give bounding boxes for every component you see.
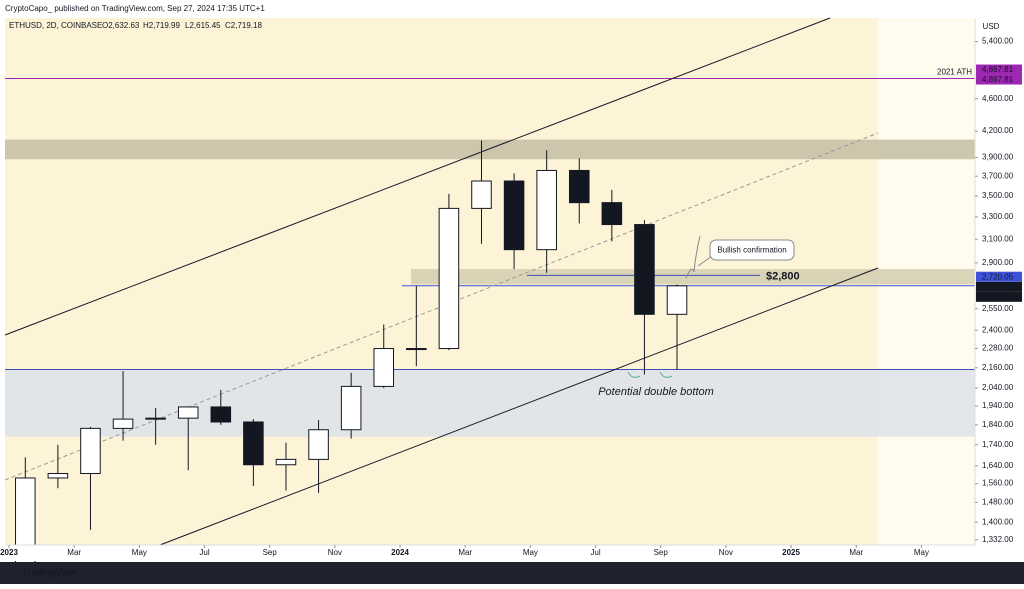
time-axis (5, 545, 975, 561)
candle-body (177, 406, 199, 419)
candle-body (471, 180, 492, 209)
x-tick-label: Mar (849, 548, 863, 557)
publisher: CryptoCapo_ published on TradingView.com… (5, 4, 265, 13)
candle-body (80, 427, 101, 475)
candle-body (275, 458, 297, 466)
y-tick-label: 1,332.00 (982, 535, 1014, 544)
ath-tag (976, 74, 1022, 85)
last-price-tag-label: 2,720.05 (982, 272, 1014, 281)
y-tick-label: 3,900.00 (982, 153, 1014, 162)
x-tick-label: Sep (654, 548, 669, 557)
annotation: Potential double bottom (598, 386, 714, 398)
candle-body (47, 473, 69, 479)
candle-body (145, 417, 166, 420)
y-tick-label: 1,400.00 (982, 517, 1014, 526)
y-tick-label: 2,040.00 (982, 383, 1014, 392)
candle-body (112, 418, 134, 429)
x-tick-label: Sep (263, 548, 278, 557)
candle-body (243, 421, 264, 466)
key-level-label: $2,800 (766, 270, 800, 282)
zone (411, 269, 975, 285)
x-tick-label: Nov (328, 548, 342, 557)
projection-path (685, 235, 701, 279)
x-tick-label: Jul (199, 548, 209, 557)
annotation: Bullish confirmation (717, 246, 786, 255)
x-tick-label: 2023 (0, 548, 18, 557)
candle-body (406, 348, 427, 351)
ohlc-close: C2,719.18 (225, 21, 262, 30)
ohlc-low: L2,615.45 (185, 21, 221, 30)
candle-body (308, 429, 329, 460)
x-tick-label: Nov (719, 548, 733, 557)
double-bottom-arcs (627, 371, 673, 378)
candle-body (634, 224, 655, 315)
y-tick-label: 1,560.00 (982, 479, 1014, 488)
channel-upper (4, 17, 831, 336)
y-tick-label: 2,280.00 (982, 344, 1014, 353)
ath-tag-label: 4,867.81 (982, 75, 1014, 84)
countdown: 1d 8h (982, 292, 1002, 301)
symbol: ETHUSD, 2D, COINBASE (9, 21, 102, 30)
y-tick-label: 3,300.00 (982, 212, 1014, 221)
ath-tag (976, 64, 1022, 75)
zone (5, 139, 975, 160)
y-tick-label: 2,550.00 (982, 304, 1014, 313)
x-tick-label: Jul (590, 548, 600, 557)
close-tag (976, 281, 1022, 292)
y-tick-label: 1,740.00 (982, 440, 1014, 449)
candle-body (340, 385, 362, 431)
x-tick-label: May (132, 548, 147, 557)
x-tick-label: Mar (67, 548, 81, 557)
y-tick-label: 3,500.00 (982, 191, 1014, 200)
y-tick-label: 2,160.00 (982, 363, 1014, 372)
y-tick-label: 2,400.00 (982, 325, 1014, 334)
x-tick-label: May (523, 548, 538, 557)
brand: TradingView (22, 568, 78, 579)
x-tick-label: 2025 (782, 548, 800, 557)
candle-body (568, 169, 590, 204)
y-tick-label: 5,400.00 (982, 37, 1014, 46)
y-tick-label: 3,700.00 (982, 171, 1014, 180)
candle-body (666, 285, 688, 315)
ohlc-high: H2,719.99 (143, 21, 180, 30)
ath-name: 2021 ATH (937, 68, 972, 77)
last-price-tag (976, 271, 1022, 282)
candle-body (373, 348, 395, 387)
ohlc-open: O2,632.63 (102, 21, 140, 30)
y-tick-label: 4,200.00 (982, 126, 1014, 135)
y-tick-label: 3,100.00 (982, 234, 1014, 243)
ath-tag-label: 4,867.81 (982, 65, 1014, 74)
footer (0, 562, 1024, 584)
currency: USD (983, 22, 1000, 31)
y-tick-label: 1,840.00 (982, 420, 1014, 429)
y-tick-label: 2,900.00 (982, 258, 1014, 267)
candle-body (438, 207, 460, 350)
candle-body (536, 169, 557, 251)
channel-lower (159, 267, 879, 546)
y-tick-label: 1,480.00 (982, 497, 1014, 506)
x-tick-label: 2024 (391, 548, 409, 557)
candle-body (210, 406, 232, 423)
candle-body (601, 202, 623, 226)
callout-box (709, 239, 795, 261)
x-tick-label: Mar (458, 548, 472, 557)
candle-body (503, 180, 525, 251)
x-tick-label: May (914, 548, 929, 557)
y-tick-label: 1,640.00 (982, 461, 1014, 470)
y-tick-label: 4,600.00 (982, 94, 1014, 103)
close-tag-label: 2,719.18 (982, 282, 1014, 291)
y-tick-label: 1,940.00 (982, 401, 1014, 410)
countdown-bg (976, 291, 1022, 302)
callout-pointer (697, 255, 713, 267)
zone (5, 369, 975, 437)
